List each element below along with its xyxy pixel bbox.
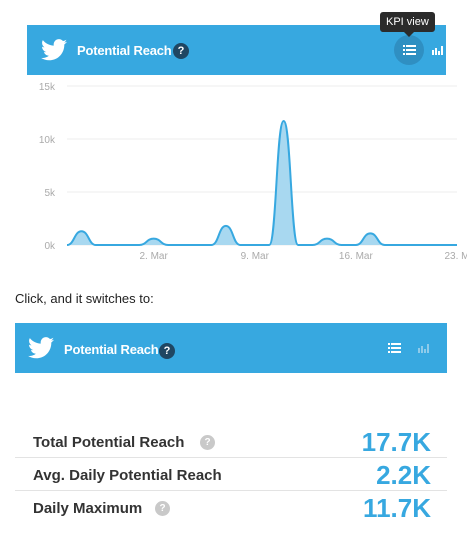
- kpi-row: Daily Maximum ? 11.7K: [15, 491, 447, 524]
- kpi-label: Avg. Daily Potential Reach: [33, 467, 222, 484]
- twitter-bird-icon: [41, 39, 67, 61]
- widget-header-chart-view: Potential Reach ?: [27, 25, 446, 75]
- list-icon[interactable]: [388, 343, 401, 353]
- bar-chart-icon[interactable]: [418, 343, 430, 353]
- y-tick-label: 5k: [44, 188, 56, 199]
- y-tick-label: 15k: [39, 82, 56, 93]
- kpi-view-tooltip: KPI view: [380, 12, 435, 37]
- kpi-value: 2.2K: [376, 460, 431, 490]
- help-icon[interactable]: ?: [159, 343, 175, 359]
- bar-chart-icon[interactable]: [432, 45, 444, 55]
- twitter-bird-icon: [28, 337, 54, 359]
- x-tick-label: 23. M: [444, 251, 467, 262]
- x-tick-label: 9. Mar: [241, 251, 270, 262]
- help-icon[interactable]: ?: [173, 43, 189, 59]
- widget-title: Potential Reach: [77, 43, 172, 58]
- widget-title: Potential Reach: [64, 342, 159, 357]
- chart-grid: [67, 85, 457, 246]
- y-tick-label: 0k: [44, 241, 56, 252]
- kpi-row: Avg. Daily Potential Reach 2.2K: [15, 458, 447, 491]
- widget-header-kpi-view: Potential Reach ?: [15, 323, 447, 373]
- kpi-row: Total Potential Reach ? 17.7K: [15, 425, 447, 458]
- help-icon[interactable]: ?: [200, 435, 215, 450]
- x-tick-label: 2. Mar: [139, 251, 168, 262]
- help-icon[interactable]: ?: [155, 501, 170, 516]
- potential-reach-chart: 15k 10k 5k 0k 2. Mar 9. Mar 16. Mar 23. M: [39, 82, 467, 262]
- kpi-table: Total Potential Reach ? 17.7K Avg. Daily…: [15, 425, 447, 524]
- y-tick-label: 10k: [39, 135, 56, 146]
- list-icon: [403, 45, 416, 55]
- kpi-label: Daily Maximum: [33, 500, 143, 517]
- reach-area: [67, 120, 457, 245]
- x-tick-label: 16. Mar: [339, 251, 374, 262]
- reach-line: [66, 119, 457, 246]
- caption-text: Click, and it switches to:: [15, 291, 154, 306]
- kpi-value: 17.7K: [361, 427, 431, 457]
- kpi-label: Total Potential Reach: [33, 434, 185, 451]
- kpi-value: 11.7K: [363, 493, 431, 523]
